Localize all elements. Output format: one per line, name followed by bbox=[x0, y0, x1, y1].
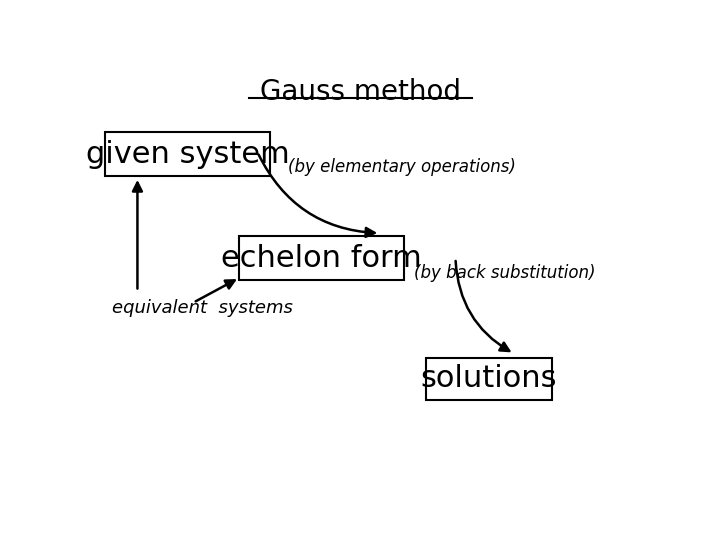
FancyBboxPatch shape bbox=[426, 358, 552, 400]
Text: (by back substitution): (by back substitution) bbox=[413, 264, 595, 282]
Text: solutions: solutions bbox=[420, 364, 557, 393]
FancyBboxPatch shape bbox=[239, 237, 404, 280]
FancyBboxPatch shape bbox=[105, 132, 270, 176]
Text: equivalent  systems: equivalent systems bbox=[112, 299, 293, 317]
Text: echelon form: echelon form bbox=[221, 244, 422, 273]
Text: Gauss method: Gauss method bbox=[260, 78, 461, 106]
Text: (by elementary operations): (by elementary operations) bbox=[288, 158, 516, 176]
Text: given system: given system bbox=[86, 140, 289, 168]
